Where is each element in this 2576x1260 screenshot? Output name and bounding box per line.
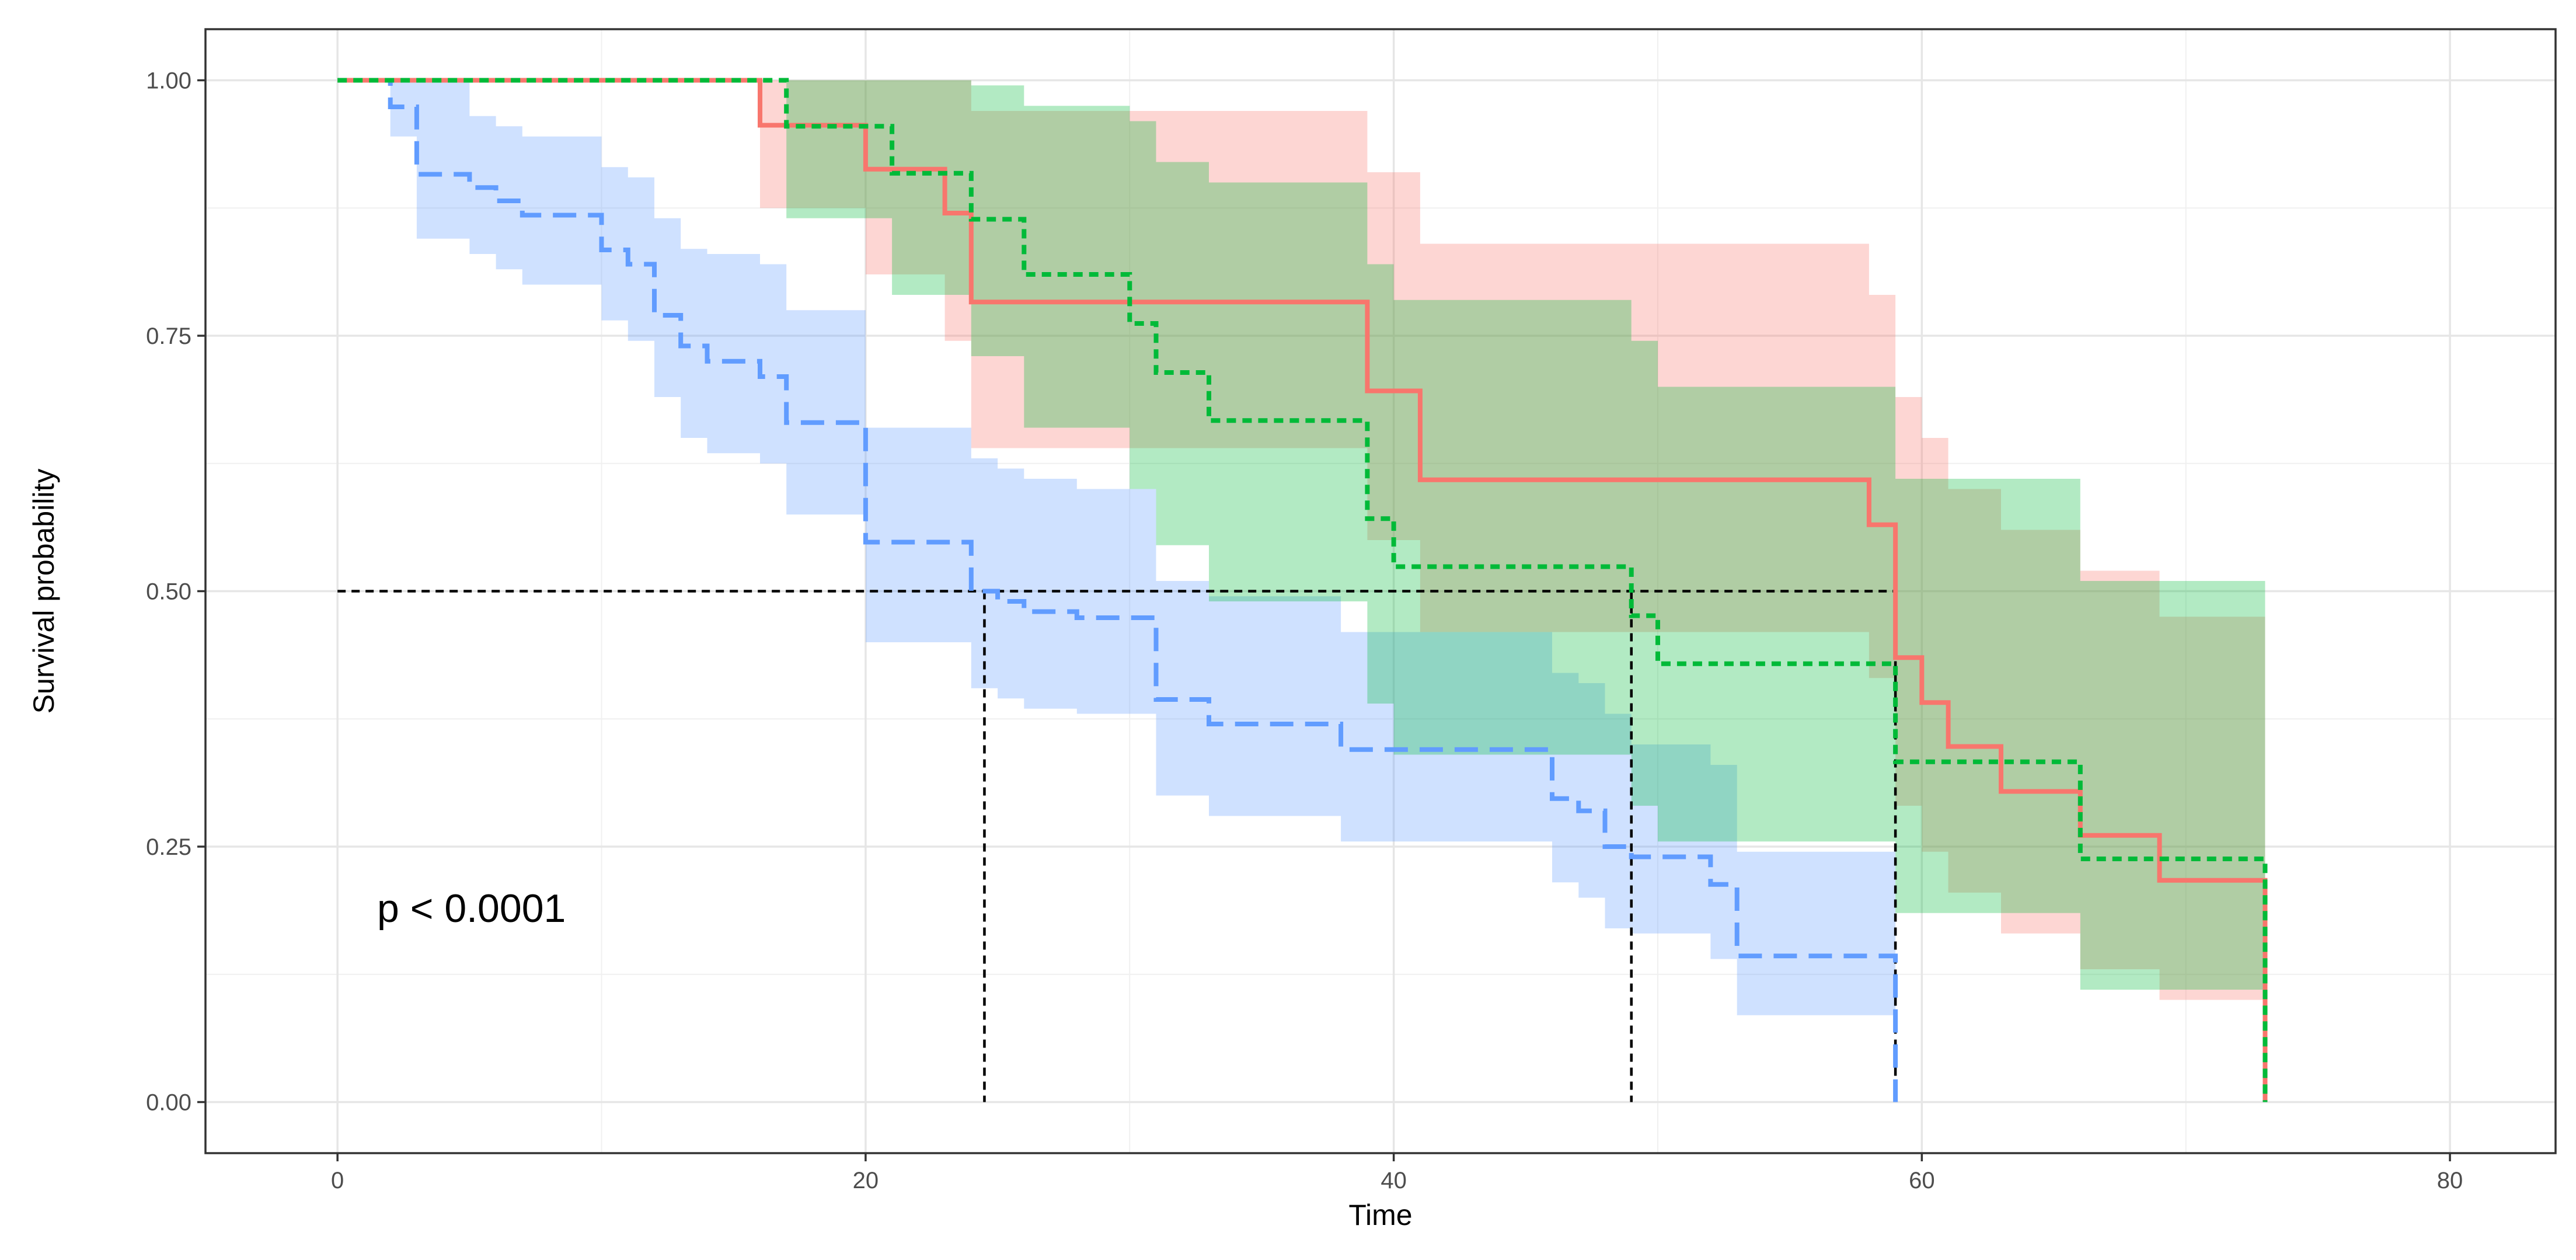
x-tick-label: 60 (1909, 1168, 1935, 1193)
x-axis-title: Time (1348, 1199, 1412, 1231)
y-tick-label: 0.50 (146, 579, 191, 605)
x-tick-label: 20 (853, 1168, 879, 1193)
survival-curve-green (337, 78, 2268, 1102)
p-value-annotation: p < 0.0001 (377, 886, 566, 931)
confidence-band-green (337, 80, 2265, 1102)
confidence-bands-layer (337, 80, 2265, 1102)
survival-curves-layer (337, 78, 2268, 1102)
confidence-band-blue (337, 80, 1896, 1102)
x-tick-label: 40 (1381, 1168, 1407, 1193)
y-tick-label: 0.25 (146, 834, 191, 860)
y-axis-title: Survival probability (27, 469, 60, 714)
y-tick-label: 1.00 (146, 68, 191, 94)
x-tick-label: 80 (2437, 1168, 2463, 1193)
y-tick-label: 0.00 (146, 1090, 191, 1116)
y-tick-label: 0.75 (146, 323, 191, 349)
confidence-band-red (337, 80, 2265, 1102)
x-tick-label: 0 (331, 1168, 344, 1193)
axes-layer: 0 20 40 60 80 0.00 0.25 0.50 0.75 1.00 (146, 68, 2463, 1194)
survival-curve-red (337, 78, 2268, 1102)
grid-layer (205, 29, 2556, 1153)
